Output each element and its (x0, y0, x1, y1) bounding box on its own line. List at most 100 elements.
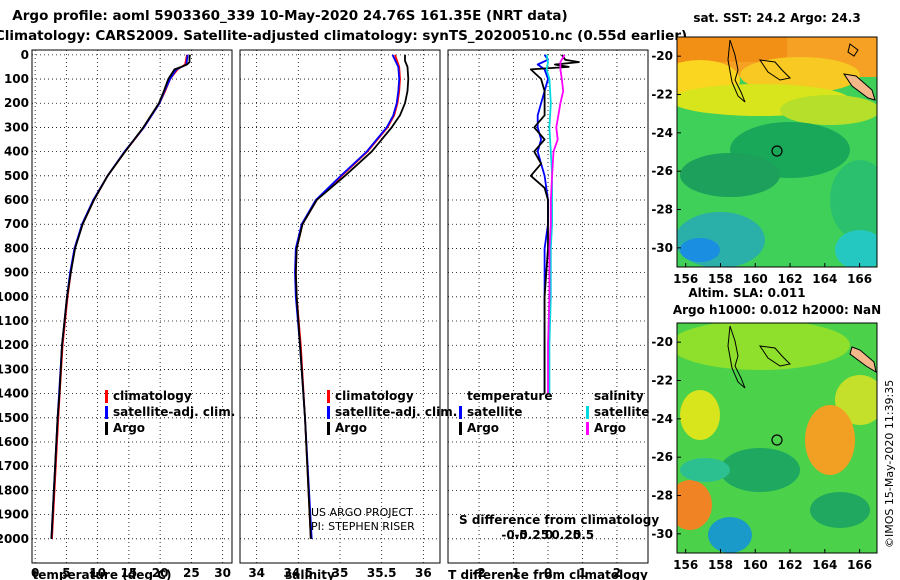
map-lon-label: 162 (778, 558, 803, 572)
y-tick-label: 1700 (0, 459, 29, 473)
x-tick-label: 35.5 (367, 566, 397, 580)
legend-argo-swatch (327, 422, 330, 435)
legend-satellite-swatch (327, 406, 330, 419)
plot-frame (447, 49, 649, 564)
map-lat-label: -24 (651, 412, 673, 426)
map-lon-label: 156 (673, 558, 698, 572)
map-lat-label: -20 (651, 335, 673, 349)
plot-frame (239, 49, 441, 564)
salinity-panel: 34 34.5 35 35.5 36 salinity (239, 49, 441, 580)
series-line-s-argo (547, 54, 566, 394)
y-tick-label: 300 (4, 120, 29, 134)
y-tick-label: 400 (4, 145, 29, 159)
legend-t-argo: Argo (467, 421, 499, 435)
x-tick-label: 5 (62, 566, 70, 580)
legend-t-satellite-swatch (459, 406, 462, 419)
y-tick-label: 1200 (0, 338, 29, 352)
x-tick-label: 34 (248, 566, 265, 580)
map-lat-label: -22 (651, 374, 673, 388)
map-lat-label: -24 (651, 126, 673, 140)
legend-satellite-swatch (105, 406, 108, 419)
s-diff-tick-label: 0.25 (551, 528, 581, 542)
legend-climatology-swatch (105, 390, 108, 403)
map-lon-label: 156 (673, 272, 698, 286)
y-tick-label: 800 (4, 241, 29, 255)
series-line-t-argo (529, 54, 580, 394)
map-lon-label: 160 (743, 558, 768, 572)
legend-argo-swatch (105, 422, 108, 435)
x-tick-label: -2 (472, 566, 485, 580)
map-lon-label: 158 (708, 272, 733, 286)
project-annotation: US ARGO PROJECT (311, 506, 413, 519)
legend-temperature-heading: temperature (467, 389, 552, 403)
plot-frame (31, 49, 233, 564)
y-tick-label: 2000 (0, 532, 29, 546)
s-difference-label: S difference from climatology (459, 513, 659, 527)
salinity-legend: climatology satellite-adj. clim. Argo US… (311, 389, 457, 533)
map-lat-label: -26 (651, 450, 673, 464)
series-line-s-satellite (545, 54, 553, 394)
sla-title-line2: Argo h1000: 0.012 h2000: NaN (673, 303, 881, 317)
temperature-legend: climatology satellite-adj. clim. Argo (105, 389, 235, 435)
y-tick-label: 1000 (0, 290, 29, 304)
x-tick-label: 34.5 (284, 566, 314, 580)
temperature-panel: 0100200300400500600700800900100011001200… (0, 48, 233, 580)
x-tick-label: 1 (578, 566, 586, 580)
legend-argo: Argo (113, 421, 145, 435)
map-lat-label: -28 (651, 489, 673, 503)
y-tick-label: 500 (4, 169, 29, 183)
x-axis-label: T difference from climatology (448, 568, 648, 580)
sla-map: 156 158 160 162 164 166 -20 -22 -24 -26 -28 -30 (651, 322, 878, 572)
map-lon-label: 166 (847, 558, 872, 572)
title-line-1: Argo profile: aoml 5903360_339 10-May-20… (12, 8, 567, 24)
x-tick-label: 36 (415, 566, 432, 580)
series-line-satellite-adj-clim- (50, 54, 189, 539)
y-tick-label: 1500 (0, 411, 29, 425)
x-axis-label: salinity (285, 568, 335, 580)
difference-panel: -2 -1 0 1 2T difference from climatology -0.5… (447, 49, 649, 580)
argo-location-marker (771, 145, 783, 157)
x-axis-label: temperature (deg C) (33, 568, 172, 580)
s-diff-tick-label: 0.5 (573, 528, 594, 542)
map-lon-label: 166 (847, 272, 872, 286)
y-tick-label: 1900 (0, 508, 29, 522)
map-lon-label: 158 (708, 558, 733, 572)
legend-t-satellite: satellite (467, 405, 522, 419)
legend-s-argo: Argo (594, 421, 626, 435)
series-line-satellite-adj-clim- (294, 54, 401, 539)
legend-t-argo-swatch (459, 422, 462, 435)
legend-s-satellite-swatch (586, 406, 589, 419)
x-tick-label: 10 (89, 566, 106, 580)
series-line-argo (50, 54, 191, 539)
map-lon-label: 162 (778, 272, 803, 286)
series-line-t-satellite (536, 54, 549, 394)
map-lon-label: 164 (812, 558, 837, 572)
y-tick-label: 700 (4, 217, 29, 231)
y-tick-label: 100 (4, 72, 29, 86)
y-tick-label: 600 (4, 193, 29, 207)
x-tick-label: 20 (152, 566, 169, 580)
x-tick-label: 0 (31, 566, 39, 580)
x-tick-label: -1 (507, 566, 520, 580)
map-lat-label: -30 (651, 241, 673, 255)
s-diff-tick-label: -0.5 (501, 528, 527, 542)
y-tick-label: 1100 (0, 314, 29, 328)
x-tick-label: 2 (613, 566, 621, 580)
legend-climatology: climatology (113, 389, 192, 403)
y-tick-label: 0 (21, 48, 29, 62)
y-tick-label: 900 (4, 266, 29, 280)
x-tick-label: 35 (332, 566, 349, 580)
map-lat-label: -30 (651, 527, 673, 541)
legend-satellite: satellite-adj. clim. (113, 405, 235, 419)
argo-location-marker (771, 434, 783, 446)
pi-annotation: PI: STEPHEN RISER (311, 520, 415, 533)
legend-satellite: satellite-adj. clim. (335, 405, 457, 419)
sst-map: 156 158 160 162 164 166 -20 -22 -24 -26 -28 -30 (651, 36, 878, 286)
x-tick-label: 0 (544, 566, 552, 580)
map-lat-label: -28 (651, 203, 673, 217)
map-lon-label: 160 (743, 272, 768, 286)
legend-salinity-heading: salinity (594, 389, 644, 403)
map-lon-label: 164 (812, 272, 837, 286)
s-diff-tick-label: -0.25 (514, 528, 549, 542)
